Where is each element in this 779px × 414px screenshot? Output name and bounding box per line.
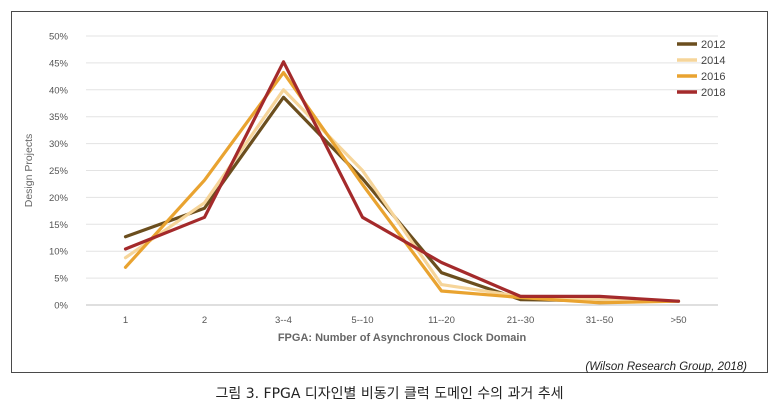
y-tick-label: 45% <box>49 58 69 69</box>
y-tick-label: 30% <box>49 139 69 150</box>
series-line-2014 <box>123 88 681 303</box>
series-line-2018 <box>123 60 681 303</box>
x-tick-label: 31--50 <box>586 315 613 326</box>
y-tick-label: 25% <box>49 166 69 177</box>
y-tick-label: 35% <box>49 112 69 123</box>
x-tick-label: 3--4 <box>275 315 292 326</box>
y-tick-labels: 0% 5% 10% 15% 20% 25% 30% 35% 40% 45% 50% <box>49 32 69 312</box>
x-tick-label: 2 <box>202 315 207 326</box>
line-chart: 0% 5% 10% 15% 20% 25% 30% 35% 40% 45% 50% 1 2 3--4 5-… <box>23 32 725 345</box>
legend-label-2016: 2016 <box>701 71 725 83</box>
source-note: (Wilson Research Group, 2018) <box>585 361 747 373</box>
y-tick-label: 10% <box>49 247 69 258</box>
x-tick-labels: 1 2 3--4 5--10 11--20 21--30 31--50 >50 <box>123 315 687 326</box>
y-axis-title: Design Projects <box>23 134 35 208</box>
y-tick-label: 20% <box>49 193 69 204</box>
legend-label-2018: 2018 <box>701 87 725 99</box>
x-axis-title: FPGA: Number of Asynchronous Clock Domai… <box>278 332 527 344</box>
figure-caption: 그림 3. FPGA 디자인별 비동기 클럭 도메인 수의 과거 추세 <box>215 386 564 402</box>
series-lines <box>123 60 681 305</box>
y-tick-label: 0% <box>54 301 68 312</box>
legend: 2012 2014 2016 2018 <box>677 39 725 99</box>
x-tick-label: 21--30 <box>507 315 534 326</box>
y-tick-label: 50% <box>49 32 69 43</box>
x-tick-label: 11--20 <box>428 315 455 326</box>
gridlines <box>86 35 718 306</box>
series-line-2016 <box>123 70 681 305</box>
y-tick-label: 5% <box>54 274 68 285</box>
y-tick-label: 15% <box>49 220 69 231</box>
x-tick-label: 1 <box>123 315 128 326</box>
y-tick-label: 40% <box>49 85 69 96</box>
x-tick-label: >50 <box>670 315 686 326</box>
chart-frame: 0% 5% 10% 15% 20% 25% 30% 35% 40% 45% 50% 1 2 3--4 5-… <box>11 11 768 373</box>
x-tick-label: 5--10 <box>351 315 373 326</box>
legend-label-2014: 2014 <box>701 55 725 67</box>
legend-label-2012: 2012 <box>701 39 725 51</box>
